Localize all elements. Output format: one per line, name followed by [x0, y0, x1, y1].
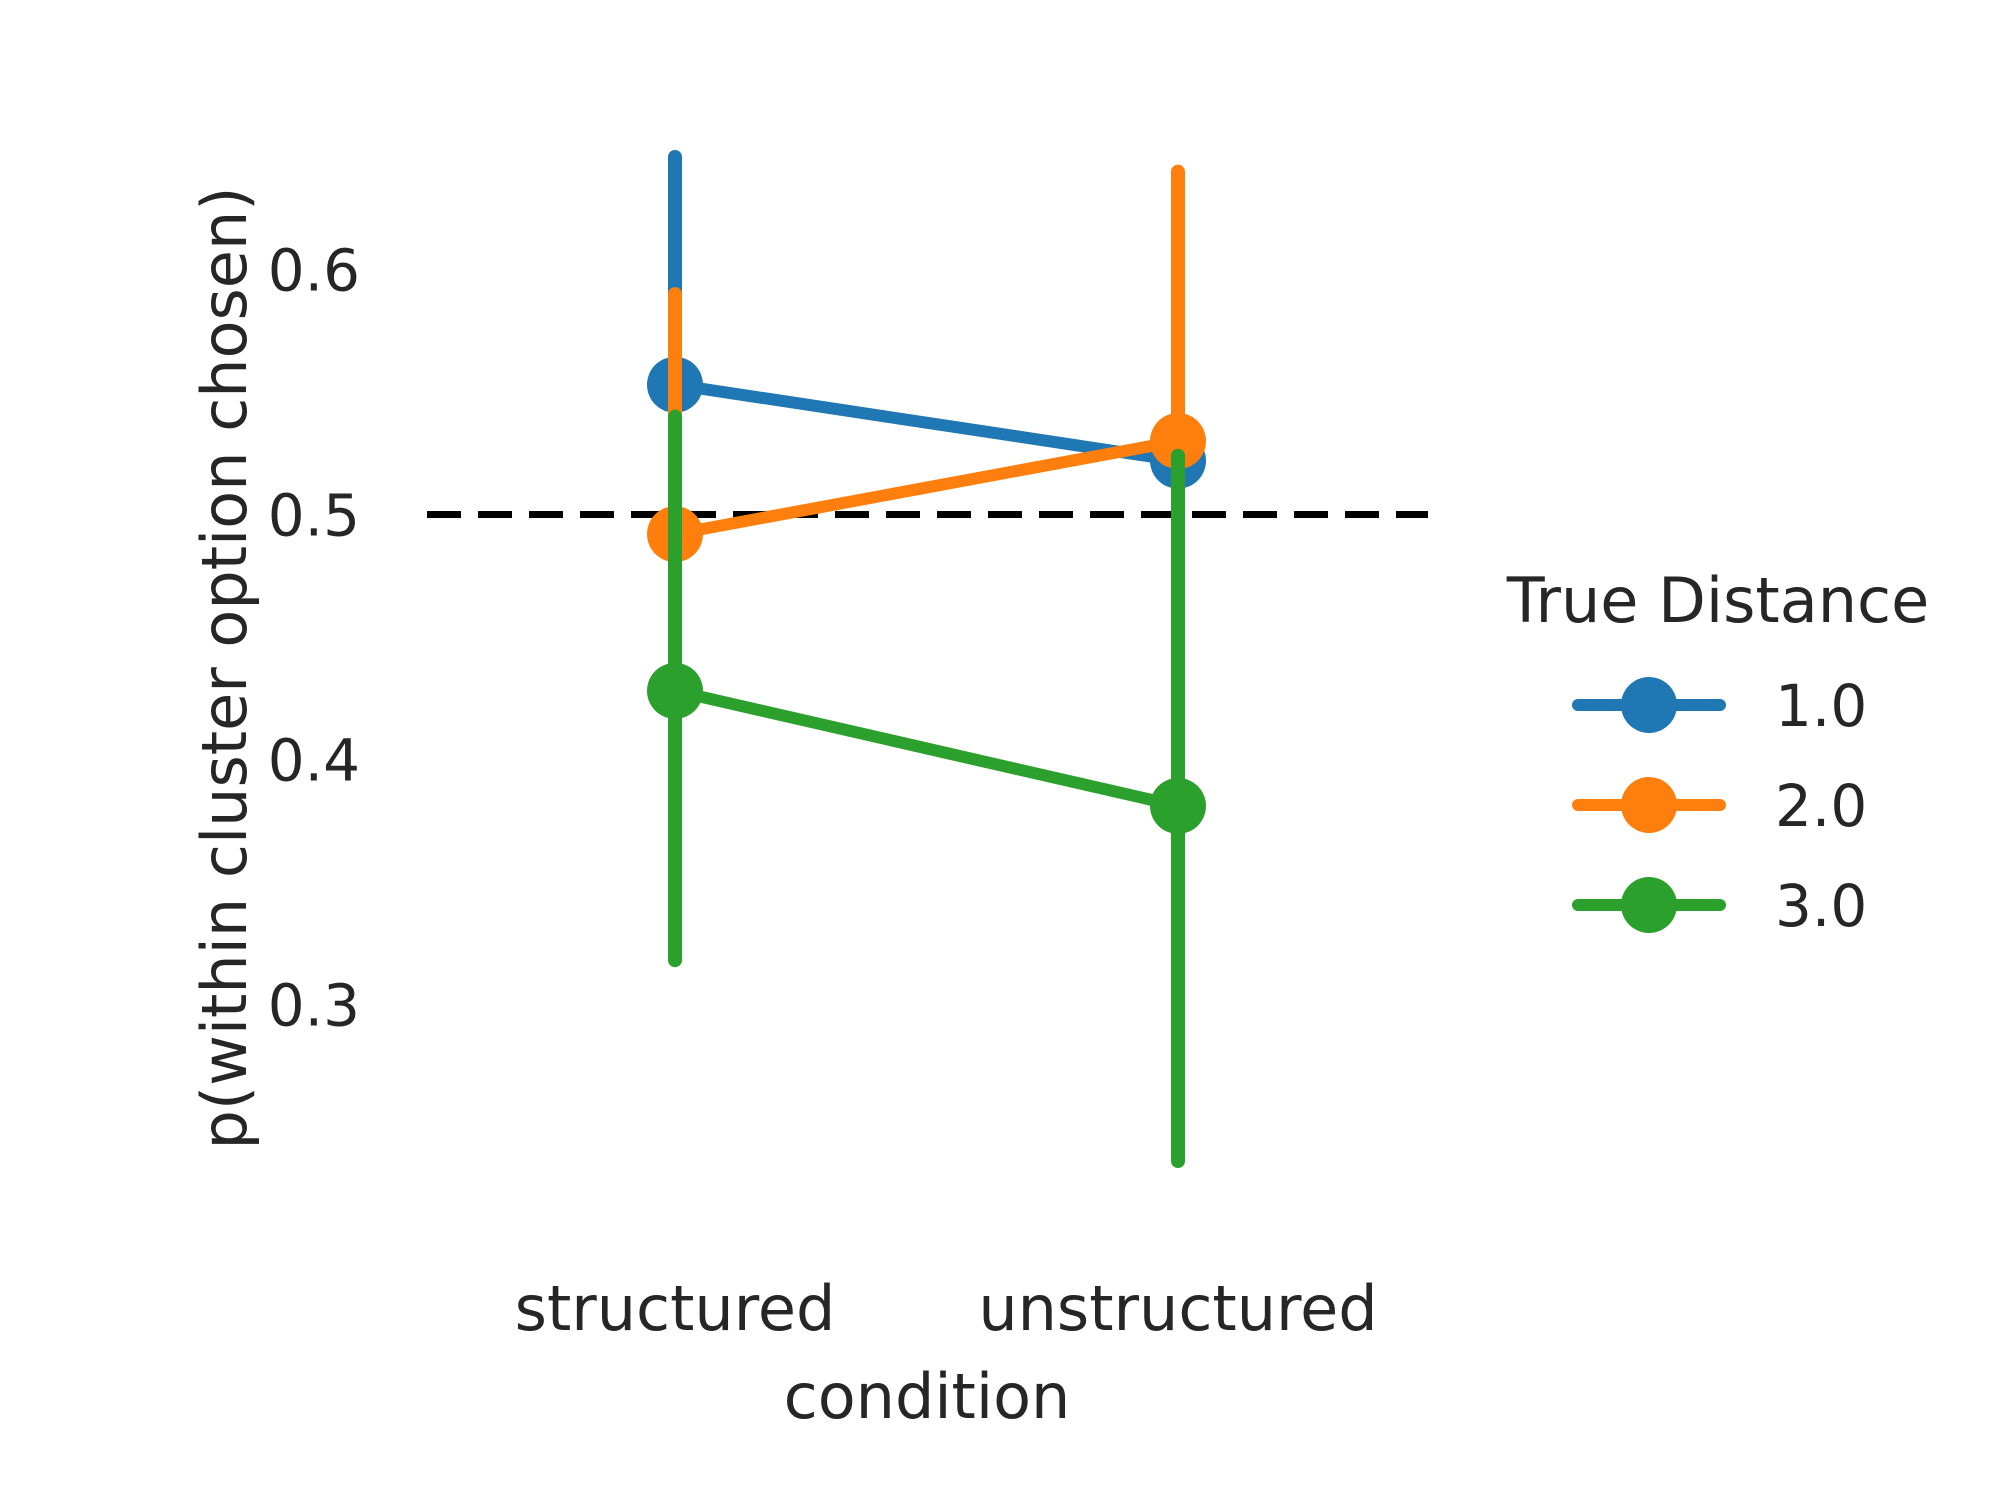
y-tick-label: 0.4: [268, 726, 360, 794]
legend-entry: 1.0: [1572, 672, 1867, 740]
x-tick-label: structured: [515, 1272, 836, 1345]
series-line: [673, 684, 1180, 812]
y-tick-label: 0.5: [268, 482, 360, 550]
series-line: [674, 378, 1179, 467]
x-ticks: structured unstructured: [515, 1272, 1378, 1345]
data-point: [647, 662, 703, 719]
y-ticks: 0.3 0.4 0.5 0.6: [268, 237, 360, 1040]
y-tick-label: 0.3: [268, 971, 360, 1039]
y-axis-label: p(within cluster option chosen): [188, 187, 261, 1150]
legend-entry: 3.0: [1572, 872, 1867, 940]
series-line: [673, 435, 1180, 541]
x-axis-label: condition: [784, 1360, 1071, 1433]
legend-entries: 1.0 2.0 3.0: [1572, 672, 1867, 940]
legend-title: True Distance: [1506, 564, 1930, 637]
legend-swatch-marker: [1621, 677, 1677, 733]
legend-swatch-marker: [1621, 877, 1677, 933]
legend-label: 1.0: [1775, 672, 1867, 740]
series-group: [647, 149, 1206, 1169]
legend-entry: 2.0: [1572, 772, 1867, 840]
x-tick-label: unstructured: [978, 1272, 1377, 1345]
legend: True Distance 1.0 2.0 3.0: [1506, 564, 1930, 940]
data-point: [1150, 413, 1206, 470]
legend-swatch-marker: [1621, 777, 1677, 833]
legend-label: 2.0: [1775, 772, 1867, 840]
data-point: [1150, 777, 1206, 834]
legend-label: 3.0: [1775, 872, 1867, 940]
y-tick-label: 0.6: [268, 237, 360, 305]
series-3: [647, 409, 1206, 1169]
series-1: [647, 149, 1206, 529]
